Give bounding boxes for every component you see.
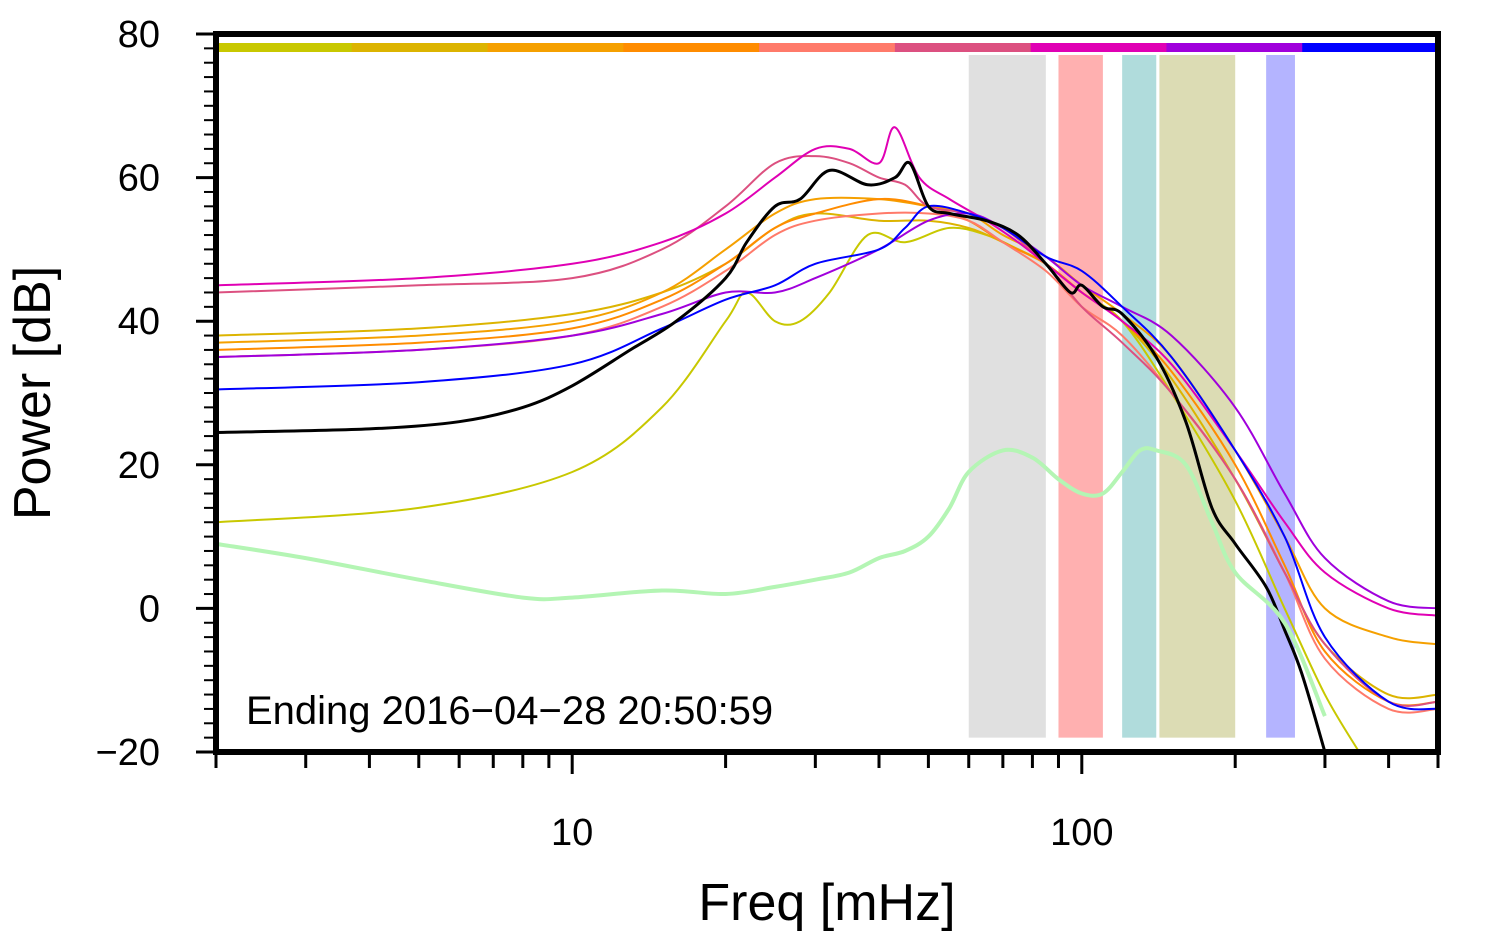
series-line-8 xyxy=(216,204,1438,711)
series-line-5 xyxy=(216,155,1438,707)
y-tick-label: −20 xyxy=(96,732,160,774)
series-line-4 xyxy=(216,211,1438,714)
band-2 xyxy=(1122,55,1157,738)
series-line-6 xyxy=(216,126,1438,617)
color-bar-segment-1 xyxy=(351,43,489,52)
color-bar-segment-2 xyxy=(487,43,624,52)
color-bar-segment-5 xyxy=(894,43,1032,52)
x-tick-label: 100 xyxy=(1050,812,1113,854)
y-tick-label: 80 xyxy=(118,14,160,56)
y-axis-title: Power [dB] xyxy=(4,266,62,520)
series-line-9 xyxy=(216,160,1327,752)
top-color-bar xyxy=(216,43,1439,52)
band-0 xyxy=(968,55,1046,738)
color-bar-segment-3 xyxy=(623,43,760,52)
color-bar-segment-4 xyxy=(759,43,896,52)
plot-frame xyxy=(213,31,1441,755)
series-lines xyxy=(216,126,1438,752)
series-line-3 xyxy=(216,197,1438,707)
x-axis-title: Freq [mHz] xyxy=(698,874,955,932)
band-4 xyxy=(1266,55,1295,738)
frequency-bands xyxy=(968,55,1295,738)
y-tick-label: 60 xyxy=(118,158,160,200)
color-bar-segment-6 xyxy=(1030,43,1167,52)
series-line-10 xyxy=(216,446,1327,717)
axis-ticks: −20 0 20 40 60 80 10 100 xyxy=(96,14,1440,854)
color-bar-segment-8 xyxy=(1302,43,1439,52)
color-bar-segment-7 xyxy=(1166,43,1303,52)
ending-timestamp: Ending 2016−04−28 20:50:59 xyxy=(246,689,773,733)
color-bar-segment-0 xyxy=(216,43,353,52)
y-tick-label: 0 xyxy=(139,588,160,630)
series-line-0 xyxy=(216,226,1360,752)
series-line-7 xyxy=(216,212,1438,610)
band-1 xyxy=(1058,55,1103,738)
x-tick-label: 10 xyxy=(551,812,593,854)
y-tick-label: 20 xyxy=(118,445,160,487)
y-tick-label: 40 xyxy=(118,301,160,343)
